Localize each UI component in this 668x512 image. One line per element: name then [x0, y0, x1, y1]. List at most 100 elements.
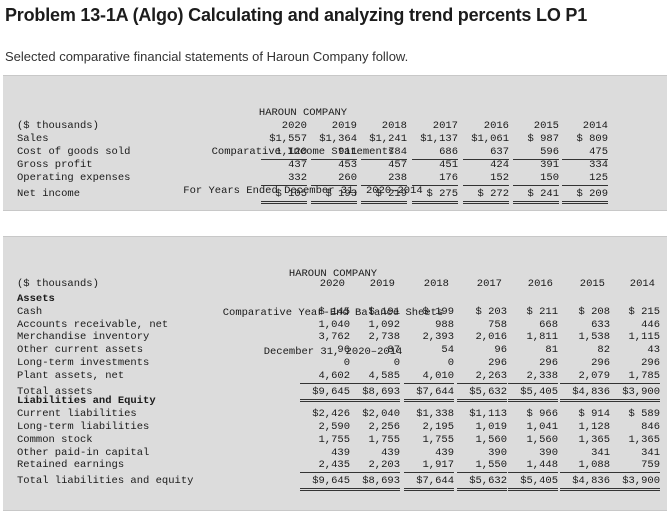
row-label: Total assets: [17, 385, 93, 398]
value-cell: 1,811: [526, 331, 558, 344]
year-header: 2020: [281, 120, 307, 132]
value-cell: 446: [641, 318, 660, 331]
value-cell: 0: [393, 357, 400, 369]
row-label: Merchandise inventory: [17, 331, 150, 344]
statement-title: Comparative Income Statements: [211, 146, 395, 158]
table-row: Other current assets 96 87 54 96 81 82 43: [3, 344, 667, 357]
row-label: Other paid-in capital: [17, 446, 150, 459]
value-cell: 1,538: [578, 331, 610, 344]
company-name: HAROUN COMPANY: [258, 107, 348, 119]
intro-text: Selected comparative financial statement…: [5, 49, 409, 64]
value-cell: $ 966: [526, 408, 558, 421]
table-row: Sales $1,557 $1,364 $1,241 $1,137 $1,061 $ 987…: [3, 133, 667, 146]
year-header: 2018: [381, 120, 407, 132]
row-label: Accounts receivable, net: [17, 318, 169, 331]
value-cell: 96: [337, 344, 350, 357]
income-statement-heading: HAROUN COMPANY Comparative Income Statem…: [178, 81, 428, 224]
value-cell: 758: [488, 318, 507, 331]
row-label: Other current assets: [17, 344, 144, 357]
table-row: Cost of goods sold 1,120 911 784 686 637 596 47…: [3, 146, 667, 160]
value-cell: $ 275: [412, 188, 458, 204]
value-cell: 911: [311, 146, 357, 160]
table-row: Liabilities and Equity: [3, 395, 667, 408]
value-cell: 759: [610, 459, 660, 474]
balance-sheet-panel: HAROUN COMPANY Comparative Year-End Bala…: [3, 236, 667, 511]
year-header: 2015: [533, 120, 559, 132]
table-row: Current liabilities $2,426 $2,040 $1,338 $1,…: [3, 408, 667, 421]
value-cell: 457: [388, 159, 407, 171]
value-cell: 424: [490, 159, 509, 171]
value-cell: 2,016: [475, 331, 507, 344]
value-cell: 332: [261, 172, 307, 186]
year-header: 2018: [423, 278, 449, 290]
value-cell: 4,010: [404, 370, 454, 384]
value-cell: 439: [381, 446, 400, 459]
value-cell: $ 211: [526, 305, 558, 318]
value-cell: 1,448: [508, 459, 558, 474]
table-row: Net income $ 105 $ 193 $ 219 $ 275 $ 272 $ 241…: [3, 188, 667, 204]
value-cell: 596: [513, 146, 559, 160]
value-cell: 2,195: [422, 421, 454, 433]
year-header: 2020: [319, 278, 345, 290]
value-cell: $5,632: [457, 475, 507, 492]
section-heading: Liabilities and Equity: [17, 395, 156, 408]
value-cell: 475: [562, 146, 608, 160]
value-cell: 451: [439, 159, 458, 171]
value-cell: 1,092: [368, 318, 400, 331]
value-cell: 54: [441, 344, 454, 357]
value-cell: $ 105: [261, 188, 307, 204]
row-label: Gross profit: [17, 159, 93, 171]
value-cell: $ 809: [576, 133, 608, 145]
table-row: Cash $ 145 $ 191 $ 199 $ 203 $ 211 $ 208 $ 215: [3, 306, 667, 319]
value-cell: $8,693: [350, 386, 400, 402]
value-cell: 82: [597, 344, 610, 357]
value-cell: $1,338: [416, 408, 454, 421]
year-header: 2017: [476, 278, 502, 290]
value-cell: 334: [589, 159, 608, 171]
value-cell: 0: [343, 357, 350, 369]
value-cell: 1,088: [560, 459, 610, 474]
year-header: 2014: [582, 120, 608, 132]
value-cell: 1,755: [368, 433, 400, 446]
value-cell: 2,393: [422, 331, 454, 344]
value-cell: $3,900: [610, 475, 660, 492]
value-cell: $ 191: [368, 305, 400, 318]
value-cell: 1,917: [404, 459, 454, 474]
value-cell: 296: [539, 357, 558, 369]
value-cell: 296: [488, 357, 507, 369]
value-cell: 437: [288, 159, 307, 171]
page-title: Problem 13-1A (Algo) Calculating and ana…: [5, 5, 588, 25]
year-header: 2015: [579, 278, 605, 290]
units-label: ($ thousands): [17, 278, 99, 290]
value-cell: $4,836: [560, 386, 610, 402]
table-row: Other paid-in capital 439 439 439 390 390 341 3…: [3, 447, 667, 460]
value-cell: 1,120: [261, 146, 307, 160]
value-cell: 1,560: [526, 433, 558, 446]
table-row: Common stock 1,755 1,755 1,755 1,560 1,560 1,3…: [3, 434, 667, 447]
value-cell: 390: [539, 446, 558, 459]
value-cell: $ 589: [628, 408, 660, 421]
value-cell: $1,557: [269, 133, 307, 145]
value-cell: 390: [488, 446, 507, 459]
value-cell: $5,405: [508, 475, 558, 492]
value-cell: 0: [447, 357, 454, 369]
value-cell: $7,644: [404, 386, 454, 402]
value-cell: 1,365: [578, 433, 610, 446]
year-header: 2016: [483, 120, 509, 132]
value-cell: $ 145: [318, 305, 350, 318]
value-cell: 1,550: [457, 459, 507, 474]
table-row: Retained earnings 2,435 2,203 1,917 1,550 1,4…: [3, 459, 667, 474]
value-cell: 4,602: [300, 370, 350, 384]
value-cell: 686: [412, 146, 458, 160]
value-cell: 296: [591, 357, 610, 369]
row-label: Sales: [17, 133, 49, 145]
value-cell: 87: [387, 344, 400, 357]
year-header: 2019: [369, 278, 395, 290]
value-cell: 637: [463, 146, 509, 160]
year-header-row: ($ thousands) 2020 2019 2018 2017 2016 2015 20…: [3, 278, 667, 291]
year-header: 2017: [432, 120, 458, 132]
value-cell: 176: [412, 172, 458, 186]
value-cell: 1,785: [610, 370, 660, 384]
value-cell: 96: [494, 344, 507, 357]
value-cell: $ 193: [311, 188, 357, 204]
